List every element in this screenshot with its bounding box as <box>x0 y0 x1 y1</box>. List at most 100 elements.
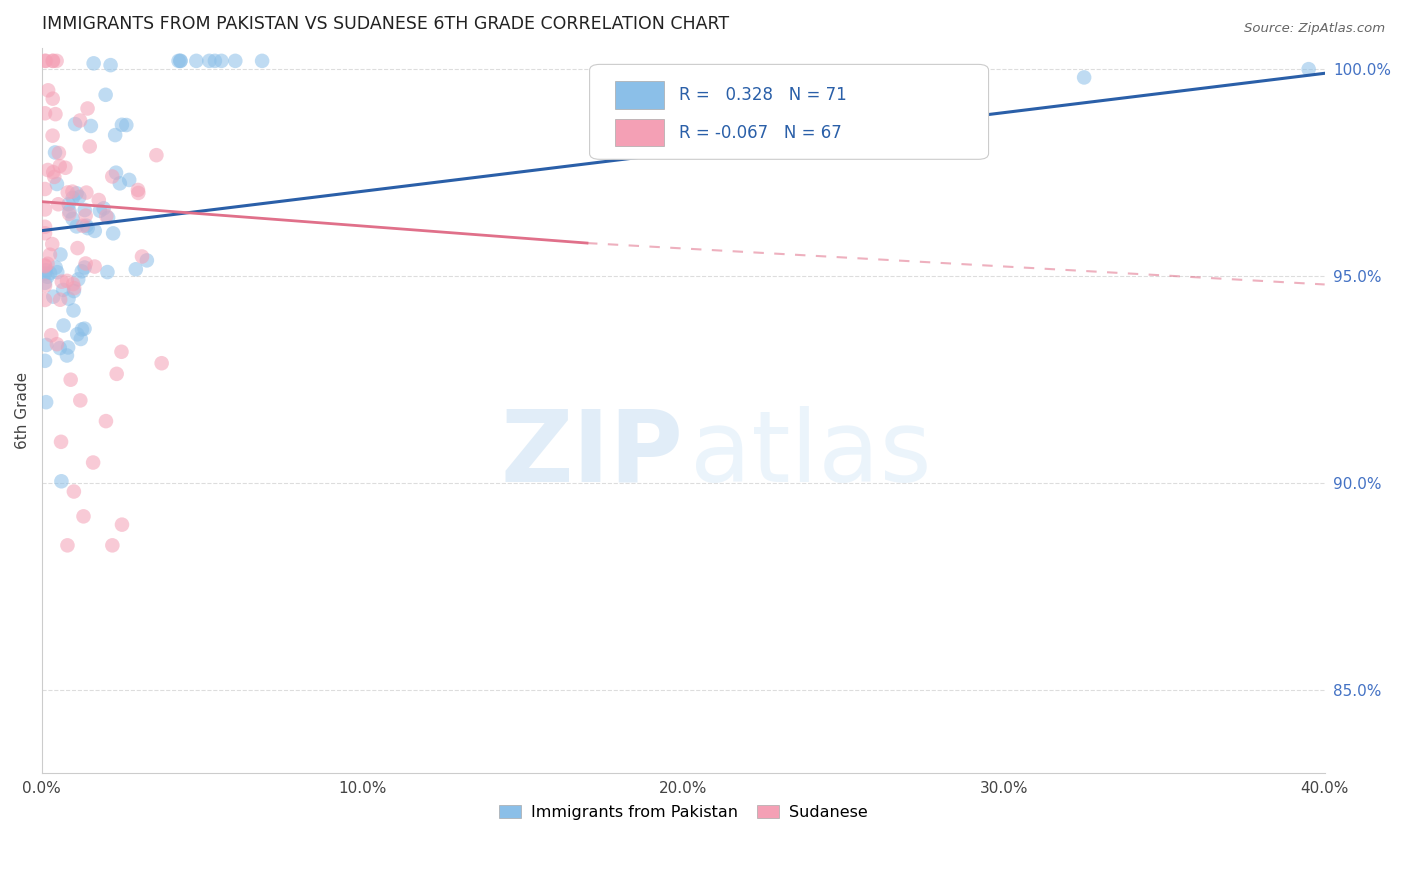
Point <box>62 211 84 226</box>
Point <box>56 274 79 288</box>
Point <box>97 211 120 225</box>
Point <box>73 202 96 217</box>
Point <box>1298 62 1320 77</box>
Point <box>169 54 191 68</box>
Point <box>169 54 191 68</box>
Point <box>70 264 93 278</box>
Point <box>35 263 58 277</box>
Point <box>101 169 124 184</box>
FancyBboxPatch shape <box>616 81 664 109</box>
Point <box>145 148 167 162</box>
Point <box>49 434 72 449</box>
Point <box>58 292 80 306</box>
Text: R = -0.067   N = 67: R = -0.067 N = 67 <box>679 123 842 142</box>
Point <box>63 117 86 131</box>
Point <box>34 260 56 274</box>
Point <box>105 166 128 180</box>
Point <box>224 54 246 68</box>
Point <box>65 219 87 234</box>
Point <box>250 54 273 68</box>
Point <box>110 344 132 359</box>
Point <box>111 118 134 132</box>
Point <box>56 538 79 552</box>
Point <box>56 341 79 355</box>
Point <box>51 475 73 489</box>
FancyBboxPatch shape <box>589 64 988 160</box>
Point <box>45 260 67 275</box>
Point <box>58 207 80 221</box>
Point <box>75 209 97 223</box>
Point <box>75 256 97 270</box>
Legend: Immigrants from Pakistan, Sudanese: Immigrants from Pakistan, Sudanese <box>492 798 875 827</box>
Point <box>44 107 66 121</box>
Point <box>41 128 63 143</box>
Point <box>34 202 56 217</box>
Point <box>75 186 97 200</box>
Point <box>34 278 56 293</box>
Point <box>82 456 104 470</box>
Point <box>1073 70 1095 85</box>
Point <box>73 321 96 335</box>
Point <box>76 102 98 116</box>
Point <box>49 247 72 261</box>
Point <box>34 258 56 272</box>
Point <box>34 354 56 368</box>
Point <box>58 204 80 219</box>
Point <box>65 186 87 201</box>
Point <box>94 414 117 428</box>
Point <box>39 266 62 280</box>
Point <box>52 318 75 333</box>
Point <box>83 260 105 274</box>
Point <box>101 227 124 241</box>
Point <box>108 177 131 191</box>
Point <box>93 202 115 216</box>
Point <box>58 197 80 211</box>
Point <box>75 219 97 233</box>
Point <box>37 257 59 271</box>
Point <box>69 393 91 408</box>
Point <box>35 54 58 68</box>
Point <box>37 269 59 284</box>
Point <box>67 190 90 204</box>
Point <box>62 303 84 318</box>
Point <box>186 54 208 68</box>
Point <box>83 224 105 238</box>
Text: ZIP: ZIP <box>501 406 683 503</box>
Point <box>150 356 173 370</box>
Point <box>46 265 69 279</box>
Point <box>209 54 232 68</box>
Point <box>104 128 127 142</box>
Point <box>37 163 59 178</box>
Point <box>89 203 111 218</box>
Text: R =   0.328   N = 71: R = 0.328 N = 71 <box>679 86 848 103</box>
Point <box>49 293 72 307</box>
Point <box>42 290 65 304</box>
Point <box>39 328 62 343</box>
Point <box>52 283 75 297</box>
Point <box>55 161 77 175</box>
Point <box>125 262 148 277</box>
Point <box>960 78 983 93</box>
Point <box>76 221 98 235</box>
Point <box>51 275 73 289</box>
Point <box>198 54 221 68</box>
Point <box>44 169 66 184</box>
Point <box>70 322 93 336</box>
Point <box>42 165 65 179</box>
Point <box>111 517 134 532</box>
Point <box>73 260 96 275</box>
Point <box>72 509 94 524</box>
Point <box>66 241 89 255</box>
Point <box>167 54 190 68</box>
Point <box>127 186 149 200</box>
Point <box>72 219 94 233</box>
Point <box>83 56 105 70</box>
Point <box>63 281 86 295</box>
Point <box>45 54 67 68</box>
Text: atlas: atlas <box>690 406 931 503</box>
Y-axis label: 6th Grade: 6th Grade <box>15 372 30 450</box>
Point <box>115 118 138 132</box>
Point <box>69 332 91 346</box>
Point <box>94 87 117 102</box>
Point <box>63 484 86 499</box>
